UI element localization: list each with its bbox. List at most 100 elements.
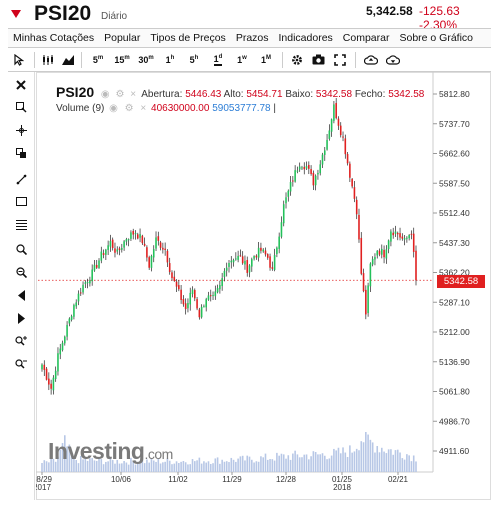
candle [200, 306, 203, 318]
cloud-upload-icon[interactable] [360, 48, 382, 72]
close-icon[interactable] [14, 78, 28, 92]
menu-prazos[interactable]: Prazos [235, 32, 269, 44]
candle [317, 172, 319, 175]
candles-icon[interactable] [39, 48, 59, 72]
candle [314, 175, 317, 186]
timeframe-1M[interactable]: 1M [260, 54, 271, 65]
volume-bar [374, 452, 376, 472]
candle [66, 324, 68, 337]
fibonacci-icon[interactable] [14, 217, 28, 231]
close-icon[interactable]: × [130, 89, 137, 100]
volume-bar [214, 458, 217, 472]
volume-bar [266, 459, 269, 472]
volume-bar [203, 461, 205, 472]
crosshair-icon[interactable] [14, 123, 28, 137]
candle [171, 272, 173, 279]
menu-tipos-de-precos[interactable]: Tipos de Preços [150, 32, 226, 44]
candle [148, 257, 150, 268]
candle [193, 290, 196, 299]
candle [367, 285, 369, 314]
volume-bar [367, 434, 369, 472]
candle [164, 248, 166, 251]
drawing-tools-panel [8, 72, 35, 500]
volume-bar [200, 463, 203, 472]
volume-bar [296, 454, 299, 472]
volume-bar [262, 457, 265, 472]
timeframe-1d[interactable]: 1d [213, 53, 223, 66]
volume-bar [385, 453, 388, 472]
timeframe-15m[interactable]: 15m [114, 54, 130, 65]
candle [285, 197, 287, 204]
trend-line-icon[interactable] [14, 172, 28, 186]
zoom-out-icon[interactable] [14, 265, 28, 279]
volume-bar [68, 444, 71, 472]
volume-bar [264, 453, 267, 472]
eye-icon[interactable]: ◉ [109, 103, 118, 114]
volume-bar [246, 455, 249, 472]
fullscreen-icon[interactable] [329, 48, 351, 72]
x-tick-label: 08/29 [36, 475, 53, 484]
copy-icon[interactable] [14, 146, 28, 160]
volume-bar [166, 458, 169, 472]
candle [125, 239, 128, 242]
volume-bar [136, 461, 139, 472]
menu-indicadores[interactable]: Indicadores [278, 32, 333, 44]
legend-symbol: PSI20 [56, 84, 95, 100]
menu-popular[interactable]: Popular [104, 32, 141, 44]
rectangle-tool-icon[interactable] [14, 194, 28, 208]
gear-icon[interactable] [287, 48, 307, 72]
candle [173, 276, 176, 282]
candle [376, 250, 379, 256]
candle [50, 383, 52, 389]
scroll-left-icon[interactable] [14, 288, 28, 302]
candlestick-chart[interactable]: 5812.80 5737.70 5662.60 5587.50 5512.40 5437.… [36, 72, 491, 500]
candle [355, 199, 358, 215]
zoom-minus-icon[interactable] [14, 357, 28, 371]
area-chart-icon[interactable] [59, 48, 77, 72]
candle [344, 138, 347, 155]
zoom-plus-icon[interactable] [14, 334, 28, 348]
gear-icon[interactable]: ⚙ [124, 103, 134, 114]
timeframe-5m[interactable]: 5m [92, 54, 104, 65]
candle [271, 267, 274, 269]
volume-bar [244, 460, 246, 472]
candle [383, 249, 385, 258]
menu-sobre-o-grafico[interactable]: Sobre o Gráfico [399, 32, 474, 44]
candle [308, 164, 310, 169]
volume-bar [125, 462, 128, 472]
volume-bar [43, 460, 46, 472]
cloud-download-icon[interactable] [382, 48, 404, 72]
volume-bar [191, 459, 194, 472]
zoom-select-icon[interactable] [14, 100, 28, 114]
cursor-icon[interactable] [8, 48, 30, 72]
volume-bar [209, 463, 212, 472]
candle [141, 235, 144, 244]
menu-comparar[interactable]: Comparar [342, 32, 390, 44]
candle [349, 163, 351, 178]
x-tick-year: 2018 [333, 483, 351, 492]
timeframe-5h[interactable]: 5h [189, 54, 199, 65]
candle [166, 250, 169, 263]
candle [369, 263, 372, 287]
zoom-in-icon[interactable] [14, 242, 28, 256]
volume-bar [196, 460, 198, 472]
candle [127, 239, 130, 241]
volume-bar [232, 459, 235, 472]
candle [162, 247, 164, 250]
candle [91, 269, 93, 282]
candle [89, 280, 91, 284]
close-icon[interactable]: × [140, 103, 147, 114]
camera-icon[interactable] [307, 48, 329, 72]
gear-icon[interactable]: ⚙ [115, 89, 125, 100]
chart-area[interactable]: 5812.80 5737.70 5662.60 5587.50 5512.40 5437.… [36, 72, 491, 500]
y-tick-label: 5662.60 [439, 149, 470, 159]
timeframe-30m[interactable]: 30m [138, 54, 154, 65]
candle [287, 190, 290, 197]
menu-minhas-cotacoes[interactable]: Minhas Cotações [13, 32, 95, 44]
scroll-right-icon[interactable] [14, 311, 28, 325]
timeframe-1h[interactable]: 1h [165, 54, 175, 65]
candle [84, 282, 87, 284]
eye-icon[interactable]: ◉ [100, 89, 110, 100]
timeframe-1w[interactable]: 1w [237, 54, 247, 65]
volume-bar [82, 459, 84, 472]
